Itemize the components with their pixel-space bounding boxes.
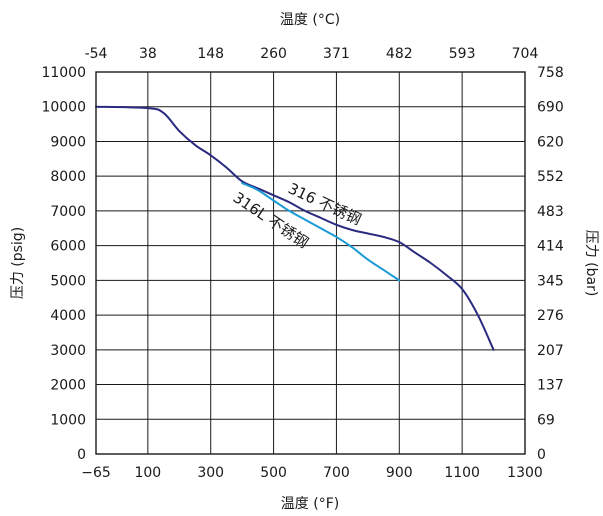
y-tick-label-left: 2000 xyxy=(50,378,86,394)
x-tick-label-top: 482 xyxy=(386,46,413,62)
x-tick-label-top: 148 xyxy=(197,46,224,62)
y-tick-label-right: 620 xyxy=(537,134,564,150)
x-tick-label-bottom: 900 xyxy=(386,465,413,481)
series-label-316: 316 不锈钢 xyxy=(285,179,364,228)
y-tick-label-right: 0 xyxy=(537,447,546,463)
y-tick-label-left: 3000 xyxy=(50,343,86,359)
x-tick-label-top: 704 xyxy=(512,46,539,62)
y-tick-label-right: 276 xyxy=(537,308,564,324)
y-tick-label-right: 414 xyxy=(537,239,564,255)
bottom-tick-labels: −65 100 300 500 700 900 1100 1300 xyxy=(81,465,543,481)
y-tick-label-right: 137 xyxy=(537,378,564,394)
y-tick-label-right: 69 xyxy=(537,412,555,428)
y-tick-label-right: 483 xyxy=(537,204,564,220)
series-lines xyxy=(95,105,495,351)
x-tick-label-top: 260 xyxy=(260,46,287,62)
top-tick-labels: -54 38 148 260 371 482 593 704 xyxy=(85,46,539,62)
x-tick-label-bottom: 1100 xyxy=(444,465,480,481)
y-tick-label-right: 690 xyxy=(537,100,564,116)
y-tick-label-left: 8000 xyxy=(50,169,86,185)
y-tick-label-left: 10000 xyxy=(41,100,86,116)
x-tick-label-bottom: 300 xyxy=(197,465,224,481)
x-tick-label-bottom: 1300 xyxy=(507,465,543,481)
x-tick-label-bottom: 500 xyxy=(260,465,287,481)
y-tick-label-left: 4000 xyxy=(50,308,86,324)
y-tick-label-left: 6000 xyxy=(50,239,86,255)
y-tick-label-right: 758 xyxy=(537,65,564,81)
y-tick-label-left: 0 xyxy=(77,447,86,463)
series-line-1 xyxy=(241,182,401,282)
x-axis-title-bottom: 温度 (°F) xyxy=(281,496,339,512)
y-tick-label-right: 552 xyxy=(537,169,564,185)
x-axis-title-top: 温度 (°C) xyxy=(280,12,340,28)
right-tick-labels: 0 69 137 207 276 345 414 483 552 620 690 758 xyxy=(537,65,564,463)
x-tick-label-top: 371 xyxy=(323,46,350,62)
y-tick-label-right: 345 xyxy=(537,273,564,289)
left-tick-labels: 0 1000 2000 3000 4000 5000 6000 7000 8000 9000 100… xyxy=(41,65,86,463)
y-tick-label-left: 1000 xyxy=(50,412,86,428)
x-tick-label-bottom: −65 xyxy=(81,465,111,481)
x-tick-label-bottom: 100 xyxy=(134,465,161,481)
plot-frame xyxy=(95,71,526,455)
y-tick-label-left: 11000 xyxy=(41,65,86,81)
x-tick-label-bottom: 700 xyxy=(323,465,350,481)
x-tick-label-top: 593 xyxy=(449,46,476,62)
grid-lines xyxy=(95,71,526,455)
series-line-0 xyxy=(95,105,495,351)
y-tick-label-left: 9000 xyxy=(50,134,86,150)
x-tick-label-top: 38 xyxy=(139,46,157,62)
y-tick-label-right: 207 xyxy=(537,343,564,359)
y-axis-title-left: 压力 (psig) xyxy=(10,227,26,299)
y-tick-label-left: 5000 xyxy=(50,273,86,289)
y-axis-title-right: 压力 (bar) xyxy=(583,230,599,297)
y-tick-label-left: 7000 xyxy=(50,204,86,220)
x-tick-label-top: -54 xyxy=(85,46,108,62)
